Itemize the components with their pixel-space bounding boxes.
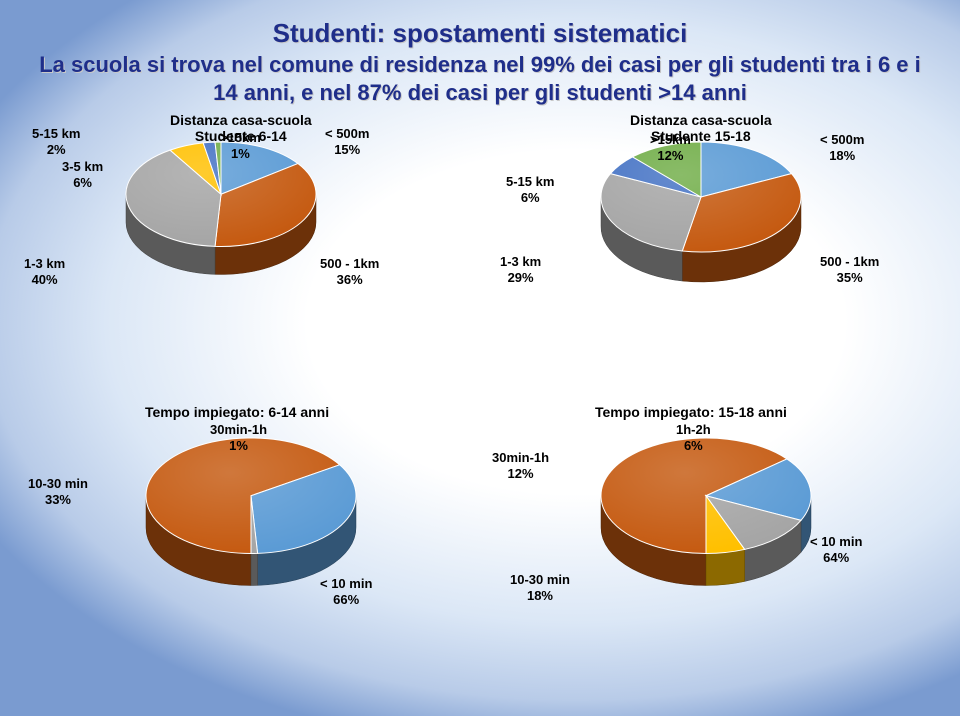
- slide: Studenti: spostamenti sistematici La scu…: [0, 0, 960, 716]
- slice-label: 10-30 min33%: [28, 476, 88, 507]
- slice-label: 500 - 1km36%: [320, 256, 379, 287]
- slice-label: 30min-1h12%: [492, 450, 549, 481]
- page-subtitle: La scuola si trova nel comune di residen…: [30, 51, 930, 106]
- charts-area: Distanza casa-scuolaStudente 6-14 < 500m…: [30, 114, 930, 654]
- pie-chart-dist614: Distanza casa-scuolaStudente 6-14 < 500m…: [30, 114, 470, 364]
- pie-chart-tempo1518: Tempo impiegato: 15-18 anni < 10 min64% 1…: [500, 404, 920, 664]
- chart-title: Tempo impiegato: 6-14 anni: [145, 404, 329, 420]
- slice-label: >15km12%: [650, 132, 691, 163]
- slice-label: 5-15 km2%: [32, 126, 80, 157]
- slice-label: 1-3 km29%: [500, 254, 541, 285]
- pie-chart-tempo614: Tempo impiegato: 6-14 anni < 10 min66%10…: [40, 404, 470, 664]
- page-title: Studenti: spostamenti sistematici: [30, 18, 930, 49]
- slice-label: < 10 min66%: [320, 576, 372, 607]
- slice-label: 30min-1h1%: [210, 422, 267, 453]
- slice-label: >15km1%: [220, 130, 261, 161]
- pie-chart-dist1518: Distanza casa-scuolaStudente 15-18 < 500…: [500, 114, 920, 364]
- slice-label: < 10 min64%: [810, 534, 862, 565]
- slice-label: 3-5 km6%: [62, 159, 103, 190]
- slice-label: 500 - 1km35%: [820, 254, 879, 285]
- slice-label: < 500m15%: [325, 126, 369, 157]
- slice-label: < 500m18%: [820, 132, 864, 163]
- slice-label: 1-3 km40%: [24, 256, 65, 287]
- slice-label: 5-15 km6%: [506, 174, 554, 205]
- slice-label: 10-30 min18%: [510, 572, 570, 603]
- chart-title: Tempo impiegato: 15-18 anni: [595, 404, 787, 420]
- slice-label: 1h-2h6%: [676, 422, 711, 453]
